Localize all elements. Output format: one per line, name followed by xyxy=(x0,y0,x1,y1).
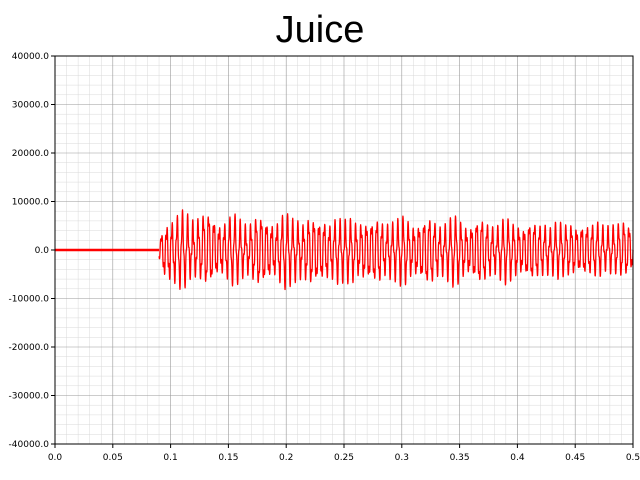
x-tick-label: 0.45 xyxy=(565,453,585,463)
y-tick-label: -10000.0 xyxy=(9,295,50,305)
x-tick-label: 0.2 xyxy=(279,453,293,463)
y-tick-label: 20000.0 xyxy=(12,149,49,159)
x-tick-label: 0.25 xyxy=(334,453,354,463)
series-signal xyxy=(55,209,634,291)
x-tick-label: 0.05 xyxy=(103,453,123,463)
y-tick-label: 0.0 xyxy=(35,246,50,256)
x-tick-label: 0.4 xyxy=(510,453,525,463)
x-tick-label: 0.5 xyxy=(626,453,640,463)
y-tick-label: -30000.0 xyxy=(9,392,50,402)
x-tick-label: 0.1 xyxy=(163,453,177,463)
y-tick-label: -40000.0 xyxy=(9,440,50,450)
x-tick-label: 0.15 xyxy=(218,453,238,463)
y-tick-label: 40000.0 xyxy=(12,52,49,62)
y-tick-label: 10000.0 xyxy=(12,198,49,208)
x-tick-label: 0.0 xyxy=(48,453,63,463)
x-tick-label: 0.3 xyxy=(395,453,409,463)
y-tick-label: 30000.0 xyxy=(12,101,49,111)
x-tick-label: 0.35 xyxy=(450,453,470,463)
y-tick-label: -20000.0 xyxy=(9,343,50,353)
chart-title: Juice xyxy=(276,9,365,51)
y-axis: 40000.0 30000.0 20000.0 10000.0 0.0 -10000.0 -… xyxy=(9,52,55,450)
x-axis: 0.0 0.05 0.1 0.15 0.2 0.25 0.3 0.35 0.4 0.45 0.5 xyxy=(48,444,640,463)
